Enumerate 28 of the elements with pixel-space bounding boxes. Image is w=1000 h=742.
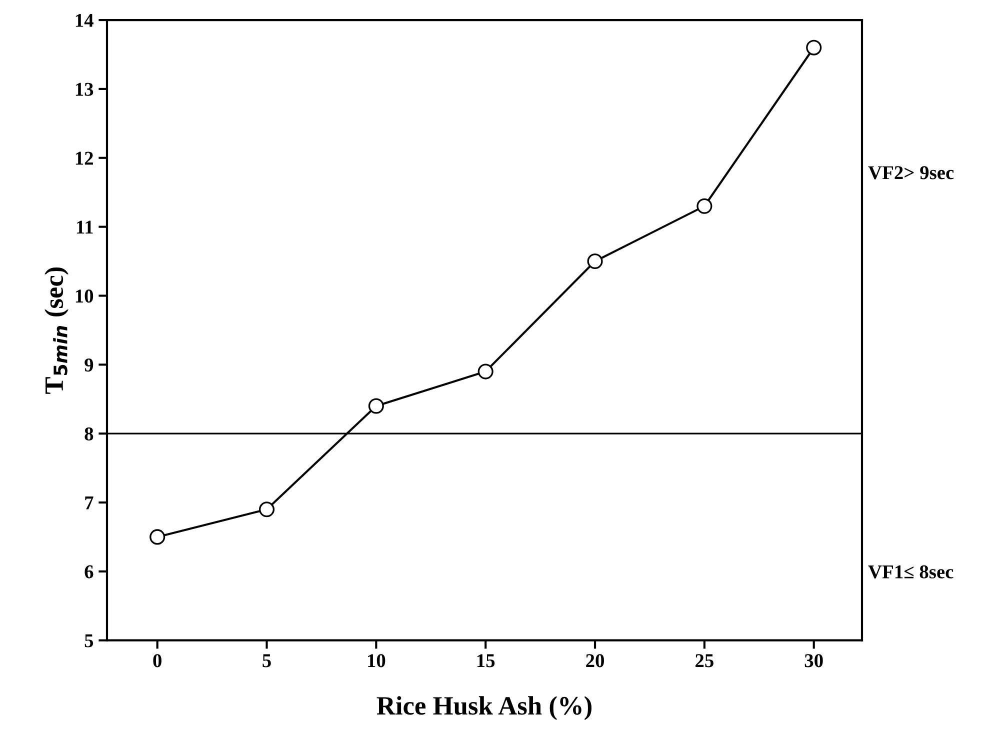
y-axis-title: T$_{5min}$ (sec) bbox=[44, 267, 68, 394]
x-tick-label: 30 bbox=[804, 654, 823, 668]
point bbox=[150, 529, 166, 545]
point bbox=[368, 398, 384, 414]
y-tick-label: 11 bbox=[76, 220, 93, 234]
x-tick-label: 10 bbox=[368, 654, 386, 668]
y-tick-label: 5 bbox=[84, 634, 94, 648]
text: VF1≤ 8sec bbox=[868, 565, 954, 579]
point bbox=[587, 253, 603, 270]
x-tick-label: 0 bbox=[153, 654, 162, 668]
y-tick-label: 8 bbox=[84, 427, 94, 441]
point bbox=[806, 40, 822, 56]
x-tick-label: 15 bbox=[477, 654, 495, 668]
y-tick-label: 13 bbox=[76, 82, 94, 96]
x-tick-label: 20 bbox=[586, 654, 604, 668]
y-tick-label: 14 bbox=[76, 14, 94, 27]
x-axis-title: Rice Husk Ash (%) bbox=[376, 696, 592, 720]
y-tick-label: 7 bbox=[85, 496, 94, 510]
y-tick-label: 12 bbox=[76, 152, 93, 165]
y-tick-label: 10 bbox=[76, 290, 94, 303]
x-tick-label: 25 bbox=[696, 654, 714, 668]
point bbox=[258, 502, 275, 518]
text: VF2> 9sec bbox=[868, 166, 954, 180]
x-tick-label: 5 bbox=[262, 654, 271, 668]
point bbox=[478, 364, 494, 380]
point bbox=[696, 198, 712, 214]
y-tick-label: 6 bbox=[84, 565, 94, 578]
y-tick-label: 9 bbox=[84, 358, 94, 372]
